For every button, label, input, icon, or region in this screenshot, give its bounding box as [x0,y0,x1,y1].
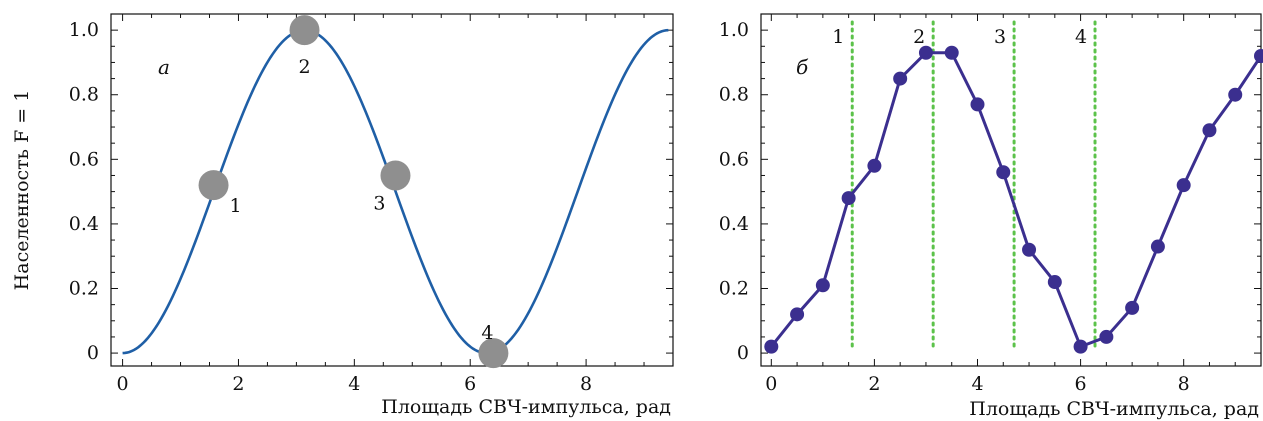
data-point [815,278,830,293]
x-tick-label-a: 2 [232,373,244,395]
data-point [944,45,959,60]
markers-a: 1 2 3 4 [198,15,509,369]
y-tick-label-a: 1.0 [69,19,99,41]
data-point [867,158,882,173]
y-tick-label-a: 0.8 [69,84,99,106]
marker-4 [478,338,509,369]
x-tick-label-b: 8 [1178,373,1190,395]
data-point [841,191,856,206]
x-tick-label-b: 4 [971,373,983,395]
x-tick-label-a: 4 [348,373,360,395]
points-b [764,45,1263,354]
y-tick-label-a: 0.4 [69,213,99,235]
y-tick-label-b: 0.8 [719,84,749,106]
x-tick-label-a: 6 [464,373,476,395]
marker-label-4: 4 [481,322,493,344]
vline-label-2: 2 [913,26,925,48]
data-point [1073,339,1088,354]
y-axis-title: Населенность F = 1 [11,90,33,291]
panel-letter-a: а [158,55,170,79]
data-point [1176,178,1191,193]
data-point [893,71,908,86]
data-point [970,97,985,112]
panel-letter-b: б [796,55,809,79]
y-tick-label-b: 0.4 [719,213,749,235]
data-point [1047,275,1062,290]
vlines-b: 1 2 3 4 [832,20,1097,350]
x-tick-label-b: 0 [765,373,777,395]
marker-label-3: 3 [373,192,385,214]
y-tick-label-a: 0 [87,342,99,364]
x-axis-title-b: Площадь СВЧ-импульса, рад [969,398,1259,420]
y-tick-label-b: 0 [737,342,749,364]
data-point [1150,239,1165,254]
plot-frame-b [760,13,1262,367]
ticks-b: 0 2 4 6 8 0 0.2 0.4 0.6 0.8 1.0 [719,13,1262,395]
data-point [1099,329,1114,344]
marker-label-2: 2 [298,56,310,78]
data-point [918,45,933,60]
data-point [1125,300,1140,315]
data-point [1228,87,1243,102]
data-point [1022,242,1037,257]
panel-b: 0 2 4 6 8 0 0.2 0.4 0.6 0.8 1.0 1 2 3 4 б Площадь СВЧ… [719,13,1263,420]
y-tick-label-b: 0.2 [719,277,749,299]
marker-2 [289,15,320,46]
marker-label-1: 1 [230,195,242,217]
marker-3 [380,160,411,191]
marker-1 [198,170,229,201]
vline-label-4: 4 [1075,26,1087,48]
vline-label-3: 3 [994,26,1006,48]
x-tick-label-a: 8 [580,373,592,395]
x-tick-label-b: 6 [1075,373,1087,395]
ticks-a: 0 2 4 6 8 0 0.2 0.4 0.6 0.8 1.0 [69,13,674,395]
plot-frame-a [110,13,674,367]
x-axis-title-a: Площадь СВЧ-импульса, рад [381,396,671,418]
y-tick-label-a: 0.6 [69,148,99,170]
data-point [996,165,1011,180]
y-tick-label-b: 0.6 [719,148,749,170]
x-tick-label-a: 0 [117,373,129,395]
data-point [1254,48,1263,63]
data-point [1202,123,1217,138]
y-tick-label-b: 1.0 [719,19,749,41]
x-tick-label-b: 2 [868,373,880,395]
panel-a: 0 2 4 6 8 0 0.2 0.4 0.6 0.8 1.0 1 2 3 4 а Площадь СВЧ… [69,13,674,418]
vline-label-1: 1 [832,26,844,48]
data-point [790,307,805,322]
data-point [764,339,779,354]
y-tick-label-a: 0.2 [69,277,99,299]
